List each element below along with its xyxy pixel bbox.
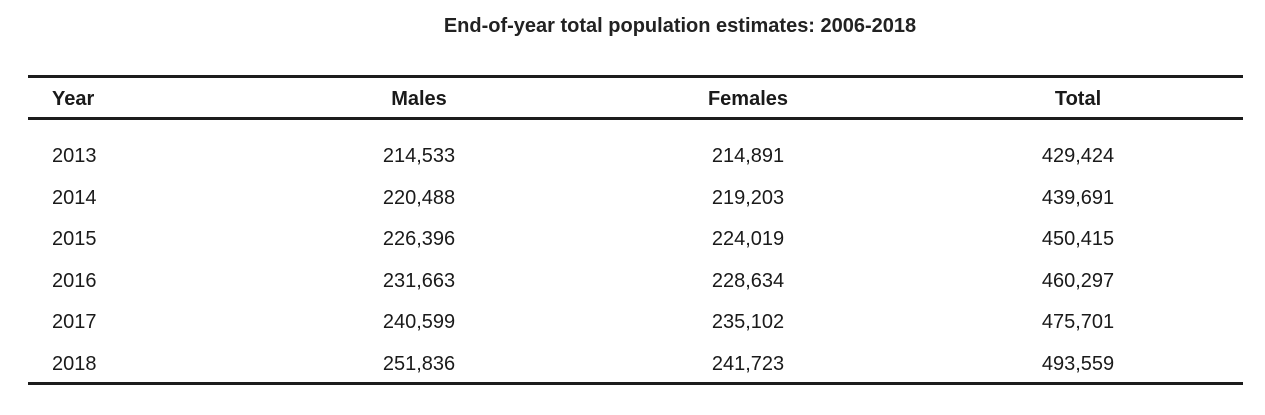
year-cell: 2016: [52, 270, 97, 292]
total-cell: 460,297: [1041, 270, 1115, 292]
females-cell: 241,723: [711, 353, 785, 375]
females-cell: 235,102: [711, 311, 785, 333]
table-top-rule: [28, 75, 1243, 78]
table-row: 2017 240,599 235,102 475,701: [28, 310, 1243, 338]
year-cell: 2017: [52, 311, 97, 333]
total-cell: 429,424: [1041, 145, 1115, 167]
males-cell: 251,836: [382, 353, 456, 375]
table-row: 2018 251,836 241,723 493,559: [28, 352, 1243, 380]
females-cell: 224,019: [711, 228, 785, 250]
year-cell: 2014: [52, 187, 97, 209]
females-cell: 214,891: [711, 145, 785, 167]
header-males: Males: [391, 88, 447, 110]
total-cell: 493,559: [1041, 353, 1115, 375]
year-cell: 2015: [52, 228, 97, 250]
total-cell: 450,415: [1041, 228, 1115, 250]
table-bottom-rule: [28, 382, 1243, 385]
females-cell: 228,634: [711, 270, 785, 292]
total-cell: 439,691: [1041, 187, 1115, 209]
total-cell: 475,701: [1041, 311, 1115, 333]
table-row: 2014 220,488 219,203 439,691: [28, 186, 1243, 214]
males-cell: 220,488: [382, 187, 456, 209]
table-row: 2013 214,533 214,891 429,424: [28, 144, 1243, 172]
year-cell: 2013: [52, 145, 97, 167]
header-rule: [28, 117, 1243, 120]
header-total: Total: [1054, 88, 1102, 110]
header-females: Females: [707, 88, 789, 110]
header-year: Year: [52, 88, 95, 110]
females-cell: 219,203: [711, 187, 785, 209]
table-row: 2016 231,663 228,634 460,297: [28, 269, 1243, 297]
table-title: End-of-year total population estimates: …: [443, 15, 917, 37]
table-row: 2015 226,396 224,019 450,415: [28, 227, 1243, 255]
males-cell: 240,599: [382, 311, 456, 333]
males-cell: 231,663: [382, 270, 456, 292]
males-cell: 214,533: [382, 145, 456, 167]
year-cell: 2018: [52, 353, 97, 375]
males-cell: 226,396: [382, 228, 456, 250]
